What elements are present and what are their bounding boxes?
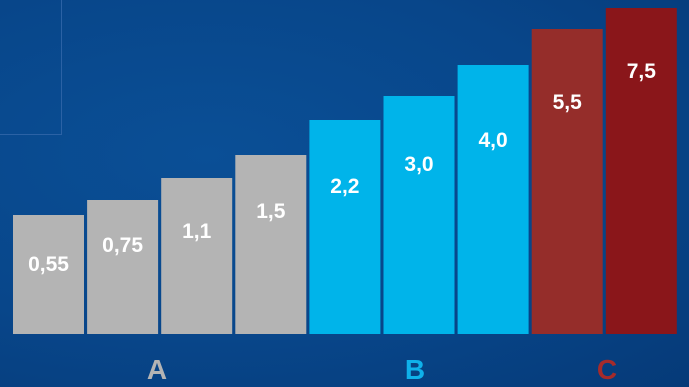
bar-7	[457, 65, 529, 334]
bar-value-label-9: 7,5	[627, 60, 657, 83]
group-label-c: C	[597, 354, 617, 385]
bar-labels-group: 0,55 0,75 1,1 1,5 2,2 3,0 4,0 5,5 7,5	[28, 60, 656, 276]
corner-frame-line	[0, 0, 62, 135]
group-labels-group: A B C	[147, 354, 617, 385]
bar-2	[87, 200, 159, 334]
bar-value-label-8: 5,5	[553, 91, 583, 114]
bar-3	[161, 178, 233, 334]
bar-value-label-5: 2,2	[330, 175, 359, 198]
bar-4	[235, 155, 307, 334]
bar-9	[605, 8, 677, 334]
group-label-a: A	[147, 354, 167, 385]
bar-value-label-2: 0,75	[102, 234, 143, 257]
bars-group	[13, 8, 677, 334]
bar-value-label-6: 3,0	[404, 153, 433, 176]
bar-8	[531, 29, 603, 334]
bar-value-label-4: 1,5	[256, 200, 286, 223]
bar-value-label-1: 0,55	[28, 253, 69, 276]
group-label-b: B	[405, 354, 425, 385]
bar-value-label-7: 4,0	[478, 129, 507, 152]
bar-1	[13, 215, 84, 334]
bar-6	[383, 96, 455, 334]
bar-value-label-3: 1,1	[182, 220, 212, 243]
bar-5	[309, 120, 381, 334]
